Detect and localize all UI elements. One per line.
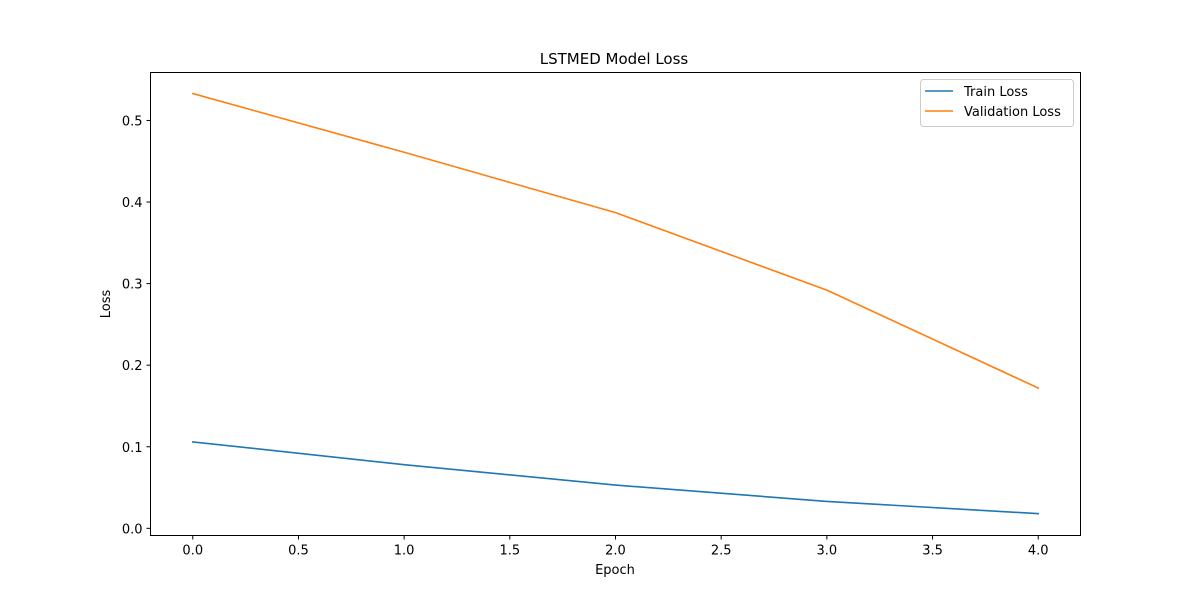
x-tick-label: 0.0 (182, 544, 203, 559)
x-tick-label: 3.0 (817, 544, 838, 559)
y-tick-label: 0.0 (122, 522, 143, 537)
x-tick-label: 3.5 (922, 544, 943, 559)
x-tick-label: 1.0 (394, 544, 415, 559)
x-tick-label: 1.5 (499, 544, 520, 559)
y-tick-label: 0.3 (122, 278, 143, 293)
legend-label-train-loss: Train Loss (963, 85, 1028, 100)
x-axis-label: Epoch (595, 563, 635, 578)
chart-title: LSTMED Model Loss (540, 50, 689, 68)
series-line-validation-loss (191, 92, 1040, 390)
y-tick-label: 0.2 (122, 359, 143, 374)
y-axis-ticks: 0.0 0.1 0.2 0.3 0.4 0.5 (122, 114, 151, 537)
legend-box (920, 79, 1074, 127)
y-tick-label: 0.1 (122, 441, 143, 456)
plot-lines (191, 92, 1040, 515)
y-tick-label: 0.5 (122, 114, 143, 129)
plot-frame (150, 72, 1081, 536)
x-tick-label: 4.0 (1028, 544, 1049, 559)
x-tick-label: 2.0 (605, 544, 626, 559)
legend-label-validation-loss: Validation Loss (964, 105, 1061, 120)
y-axis-label: Loss (99, 290, 114, 319)
legend: Train Loss Validation Loss (920, 79, 1074, 127)
x-tick-label: 0.5 (288, 544, 309, 559)
x-tick-label: 2.5 (711, 544, 732, 559)
y-tick-label: 0.4 (122, 196, 143, 211)
series-line-train-loss (191, 440, 1040, 515)
x-axis-ticks: 0.0 0.5 1.0 1.5 2.0 2.5 3.0 3.5 4.0 (182, 535, 1049, 559)
